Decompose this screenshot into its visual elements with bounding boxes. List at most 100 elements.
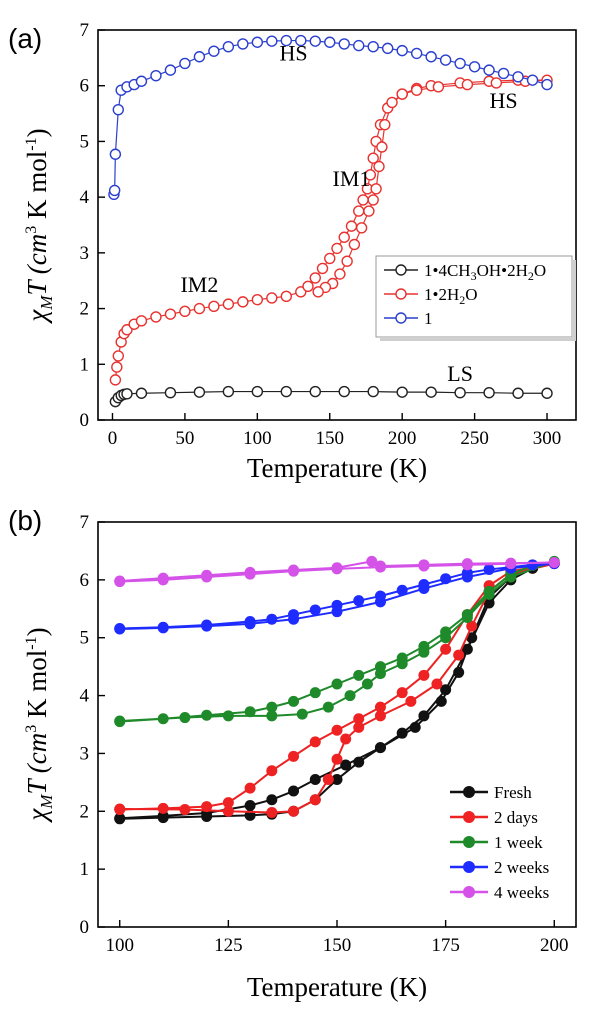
panel-a-legend-marker: [395, 312, 407, 324]
panel-b-data-point: [201, 801, 213, 813]
panel-a-data-point: [396, 88, 408, 100]
panel-a-data-point: [367, 194, 379, 206]
panel-b-data-point: [288, 613, 300, 625]
panel-a-data-point: [309, 385, 321, 398]
panel-a-data-point: [541, 387, 553, 399]
panel-b-data-point: [461, 559, 473, 571]
panel-a-data-point: [295, 34, 307, 47]
panel-b-legend: Fresh 2 days 1 week 2 weeks 4 weeks: [450, 783, 549, 902]
panel-a-data-point: [338, 231, 350, 243]
panel-a-data-point: [280, 385, 293, 398]
panel-b-y-axis-label: χMT (cm3 K mol-1): [22, 627, 56, 823]
panel-b-data-point: [288, 750, 300, 762]
panel-b-ticks: 100 125 150 175 200 0 1 2 3 4 5 6 7: [80, 512, 569, 956]
panel-a-data-point: [541, 78, 553, 91]
panel-a-series-2: [108, 34, 553, 201]
panel-a-data-point: [497, 67, 510, 80]
panel-b-data-point: [505, 571, 517, 583]
panel-b-data-point: [440, 643, 452, 655]
panel-b-data-point: [309, 773, 321, 785]
panel-a-data-point: [112, 103, 124, 116]
panel-a-data-point: [334, 268, 346, 280]
panel-a-y-tick-label: 0: [80, 410, 90, 431]
panel-b-legend-marker: [463, 861, 475, 873]
panel-a-data-point: [309, 35, 321, 47]
panel-b-data-point: [244, 568, 256, 580]
panel-b-x-tick-label: 200: [540, 935, 569, 956]
panel-b-data-point: [157, 713, 169, 725]
panel-b-data-point: [440, 684, 452, 696]
panel-a-frame: [97, 29, 577, 421]
panel-b-data-point: [396, 727, 408, 739]
panel-b-data-point: [201, 620, 213, 632]
panel-b-data-point: [114, 803, 126, 815]
panel-b-data-point: [466, 632, 478, 644]
panel-a-data-point: [280, 290, 293, 303]
panel-a-legend-label: 1•4CH3OH•2H2O: [424, 261, 546, 283]
panel-b-data-point: [157, 622, 169, 634]
panel-a-series: [108, 34, 553, 408]
panel-a-data-point: [309, 272, 321, 284]
panel-b-data-point: [548, 557, 560, 568]
panel-a-x-tick-label: 0: [108, 428, 118, 449]
panel-b-data-point: [331, 724, 343, 736]
panel-a-data-point: [208, 45, 220, 57]
panel-a-data-point: [312, 286, 324, 298]
panel-b-legend-marker: [463, 836, 475, 848]
panel-a-data-point: [108, 184, 121, 197]
panel-b-data-point: [114, 576, 126, 588]
panel-b-data-point: [340, 759, 352, 771]
panel-a-series-0: [109, 385, 553, 408]
panel-b-data-point: [222, 797, 234, 809]
panel-a-data-point: [364, 169, 377, 181]
panel-b-data-point: [266, 701, 278, 713]
panel-a-data-point: [410, 47, 423, 60]
panel-a-data-point: [121, 388, 133, 400]
panel-a-data-point: [370, 183, 382, 195]
panel-a-data-point: [396, 386, 408, 398]
panel-a-data-point: [410, 84, 423, 96]
panel-b-data-point: [396, 658, 408, 670]
panel-b-data-point: [353, 721, 365, 733]
panel-a-data-point: [193, 386, 206, 398]
panel-a-series-line: [114, 390, 548, 402]
panel-b-data-point: [418, 560, 430, 572]
panel-a-ticks: 0 50 100 150 200 250 300 0 1 2 3 4 5 6 7: [80, 20, 562, 449]
panel-b-data-point: [340, 733, 352, 745]
panel-a-x-tick-label: 200: [388, 428, 417, 449]
panel-b-data-point: [418, 583, 430, 595]
panel-a-data-point: [150, 69, 162, 82]
panel-b-data-point: [366, 555, 378, 567]
panel-b-legend-marker: [463, 811, 475, 823]
panel-b-data-point: [453, 649, 465, 661]
panel-a-data-point: [386, 96, 398, 109]
panel-a-annotation: IM1: [333, 166, 371, 191]
panel-b-y-tick-label: 5: [80, 628, 90, 649]
panel-b-y-tick-label: 6: [80, 570, 90, 591]
panel-a-data-point: [251, 36, 264, 48]
panel-a-data-point: [208, 300, 220, 313]
panel-a-label: (a): [8, 23, 42, 54]
panel-a-annotation: HS: [490, 88, 518, 113]
panel-b-data-point: [361, 678, 373, 690]
panel-b-data-point: [418, 669, 430, 681]
panel-a-legend-label: 1: [424, 309, 433, 328]
panel-b-data-point: [374, 742, 386, 754]
panel-b-data-point: [353, 713, 365, 725]
panel-a-x-tick-label: 150: [316, 428, 345, 449]
panel-a-series-line: [113, 39, 548, 195]
panel-a-data-point: [280, 34, 293, 47]
panel-b-data-point: [222, 710, 234, 722]
panel-a-data-point: [376, 141, 388, 153]
panel-a-data-point: [396, 44, 408, 57]
panel-a-data-point: [526, 74, 539, 86]
panel-a-data-point: [179, 305, 191, 318]
panel-a-data-point: [164, 387, 177, 399]
panel-a-data-point: [237, 296, 249, 308]
panel-b-data-point: [244, 782, 256, 794]
panel-b-legend-label: Fresh: [494, 783, 532, 802]
panel-a-data-point: [348, 238, 361, 251]
panel-a-data-point: [135, 315, 148, 327]
panel-a-data-point: [454, 57, 466, 70]
panel-a-data-point: [367, 41, 379, 53]
